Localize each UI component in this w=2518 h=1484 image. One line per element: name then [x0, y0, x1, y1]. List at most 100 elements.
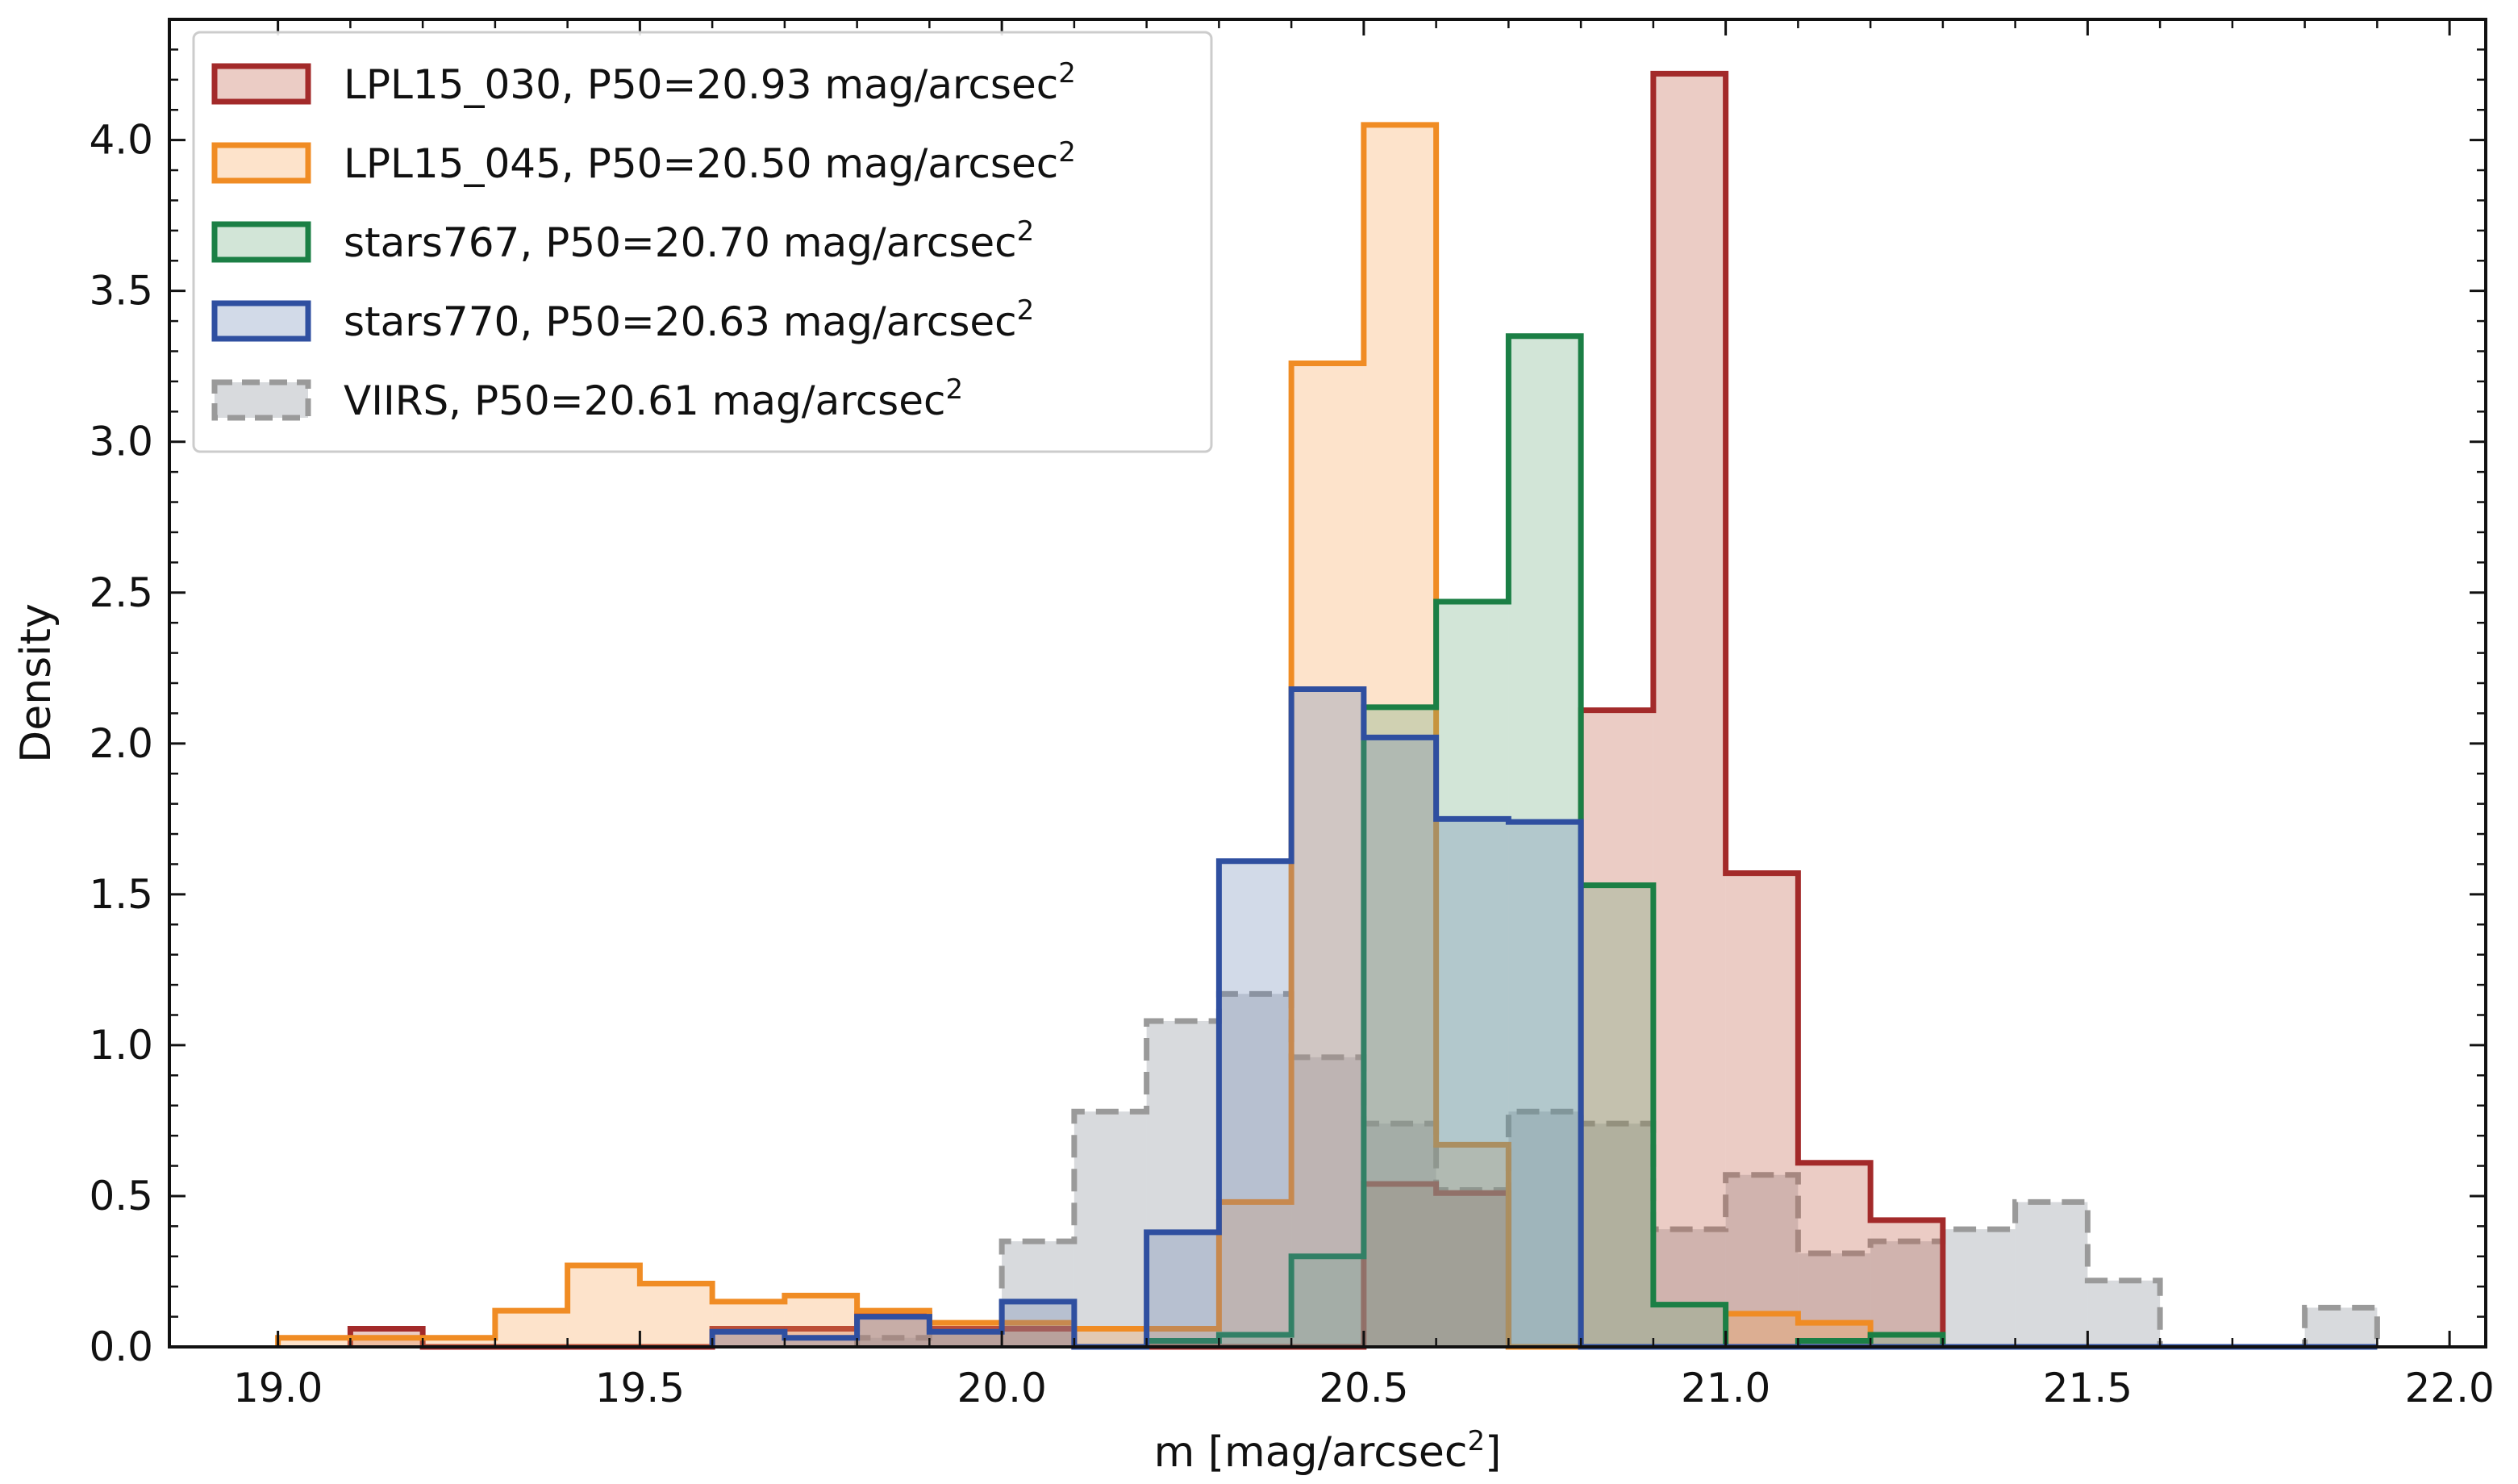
bar-stars767-16	[1436, 601, 1509, 1347]
bar-LPL15_045-10	[1002, 1323, 1074, 1347]
series-LPL15_030	[347, 70, 2378, 1350]
legend-item-VIIRS: VIIRS, P50=20.61 mag/arcsec2	[211, 373, 963, 424]
bar-stars767-17	[1508, 336, 1582, 1348]
bar-VIIRS-23	[1942, 1229, 2016, 1347]
bar-LPL15_030-16	[1436, 1193, 1509, 1347]
y-tick-label: 3.0	[89, 419, 153, 465]
bar-LPL15_045-14	[1291, 363, 1364, 1347]
legend-label-text: LPL15_045, P50=20.50 mag/arcsec	[344, 140, 1058, 187]
bar-stars767-12	[1146, 1340, 1219, 1347]
bar-stars767-22	[1870, 1335, 1943, 1347]
bar-VIIRS-21	[1798, 1253, 1871, 1347]
legend-item-stars770: stars770, P50=20.63 mag/arcsec2	[211, 294, 1034, 345]
bar-stars770-8	[857, 1316, 930, 1347]
bar-VIIRS-24	[2015, 1202, 2088, 1347]
bar-stars770-14	[1291, 689, 1364, 1347]
legend-label-LPL15_045: LPL15_045, P50=20.50 mag/arcsec2	[344, 136, 1076, 187]
legend-swatch-LPL15_045	[211, 142, 311, 184]
bar-stars767-13	[1219, 1335, 1292, 1347]
y-tick-label: 0.5	[89, 1173, 153, 1219]
y-tick-label: 2.0	[89, 720, 153, 767]
bar-LPL15_045-11	[1073, 1328, 1147, 1347]
legend-label-superscript: 2	[1058, 57, 1076, 90]
bar-LPL15_045-6	[712, 1301, 785, 1347]
legend-label-text: stars767, P50=20.70 mag/arcsec	[344, 219, 1017, 266]
legend-label-superscript: 2	[1058, 136, 1076, 169]
legend-label-superscript: 2	[1017, 294, 1035, 327]
bar-stars770-15	[1363, 737, 1436, 1347]
series-VIIRS	[854, 990, 2380, 1350]
legend-swatch-stars770	[211, 300, 311, 342]
bar-LPL15_030-18	[1581, 710, 1653, 1347]
legend-label-text: LPL15_030, P50=20.93 mag/arcsec	[344, 61, 1058, 108]
legend-label-LPL15_030: LPL15_030, P50=20.93 mag/arcsec2	[344, 57, 1076, 108]
bar-LPL15_045-4	[567, 1265, 640, 1347]
x-tick-label: 19.5	[595, 1365, 685, 1411]
x-axis-label-superscript: 2	[1467, 1425, 1485, 1457]
legend-swatch-stars767	[211, 221, 311, 263]
bar-LPL15_045-20	[1725, 1313, 1799, 1347]
bar-VIIRS-15	[1363, 1123, 1436, 1347]
y-tick-label: 4.0	[89, 117, 153, 164]
y-tick-label: 3.5	[89, 268, 153, 315]
bar-VIIRS-28	[2304, 1307, 2378, 1347]
bar-LPL15_045-1	[350, 1337, 423, 1347]
bar-stars770-12	[1146, 1232, 1219, 1347]
bar-VIIRS-8	[857, 1337, 930, 1347]
legend-label-text: VIIRS, P50=20.61 mag/arcsec	[344, 377, 945, 424]
x-axis-label-close: ]	[1485, 1428, 1501, 1477]
legend-item-stars767: stars767, P50=20.70 mag/arcsec2	[211, 215, 1034, 266]
bar-LPL15_030-21	[1798, 1162, 1871, 1347]
bar-stars770-16	[1436, 819, 1509, 1347]
legend-label-superscript: 2	[945, 373, 963, 406]
bar-stars767-14	[1291, 1256, 1364, 1347]
x-tick-label: 20.5	[1319, 1365, 1408, 1411]
bar-stars770-7	[784, 1337, 857, 1347]
bar-LPL15_030-22	[1870, 1219, 1943, 1347]
bar-LPL15_030-20	[1725, 873, 1799, 1347]
bar-VIIRS-19	[1653, 1229, 1726, 1347]
bar-LPL15_030-10	[1002, 1328, 1074, 1347]
bar-VIIRS-13	[1219, 994, 1292, 1347]
legend-items: LPL15_030, P50=20.93 mag/arcsec2LPL15_04…	[211, 57, 1076, 424]
legend-swatch-LPL15_030	[211, 63, 311, 105]
series-LPL15_045	[275, 122, 2378, 1350]
legend-label-text: stars770, P50=20.63 mag/arcsec	[344, 298, 1017, 345]
bar-LPL15_045-0	[277, 1337, 351, 1347]
bar-stars770-17	[1508, 822, 1582, 1347]
bar-VIIRS-17	[1508, 1111, 1582, 1347]
bar-stars770-6	[712, 1332, 785, 1347]
plot-frame	[168, 18, 2487, 1349]
bar-stars770-13	[1219, 861, 1292, 1347]
bar-stars767-15	[1363, 707, 1436, 1347]
legend: LPL15_030, P50=20.93 mag/arcsec2LPL15_04…	[192, 31, 1213, 453]
legend-label-stars767: stars767, P50=20.70 mag/arcsec2	[344, 215, 1034, 266]
bar-VIIRS-16	[1436, 1190, 1509, 1347]
legend-swatch-VIIRS	[211, 379, 311, 421]
x-tick-label: 22.0	[2404, 1365, 2494, 1411]
bar-LPL15_045-16	[1436, 1144, 1509, 1347]
y-tick-label: 1.0	[89, 1022, 153, 1069]
tick-labels: 19.0 19.5 20.0 20.5 21.0 21.5 22.00.00.51.01.5…	[89, 117, 2494, 1411]
x-axis-label: m [mag/arcsec2]	[1154, 1425, 1502, 1477]
y-tick-label: 1.5	[89, 871, 153, 918]
x-tick-label: 21.5	[2043, 1365, 2132, 1411]
y-tick-label: 2.5	[89, 569, 153, 616]
x-tick-label: 21.0	[1681, 1365, 1770, 1411]
histogram-bars	[275, 70, 2380, 1350]
bar-VIIRS-22	[1870, 1241, 1943, 1347]
legend-label-stars770: stars770, P50=20.63 mag/arcsec2	[344, 294, 1034, 345]
bar-LPL15_045-9	[929, 1323, 1003, 1347]
bar-VIIRS-25	[2087, 1280, 2161, 1347]
bar-stars770-9	[929, 1332, 1003, 1347]
bar-stars767-19	[1653, 1304, 1726, 1347]
x-tick-label: 20.0	[957, 1365, 1046, 1411]
bar-VIIRS-20	[1725, 1174, 1799, 1347]
legend-label-superscript: 2	[1017, 215, 1035, 248]
bar-stars767-18	[1581, 885, 1653, 1347]
bar-LPL15_030-19	[1653, 73, 1726, 1347]
bar-VIIRS-12	[1146, 1020, 1219, 1347]
bar-VIIRS-18	[1581, 1123, 1653, 1347]
bar-VIIRS-14	[1291, 1057, 1364, 1347]
